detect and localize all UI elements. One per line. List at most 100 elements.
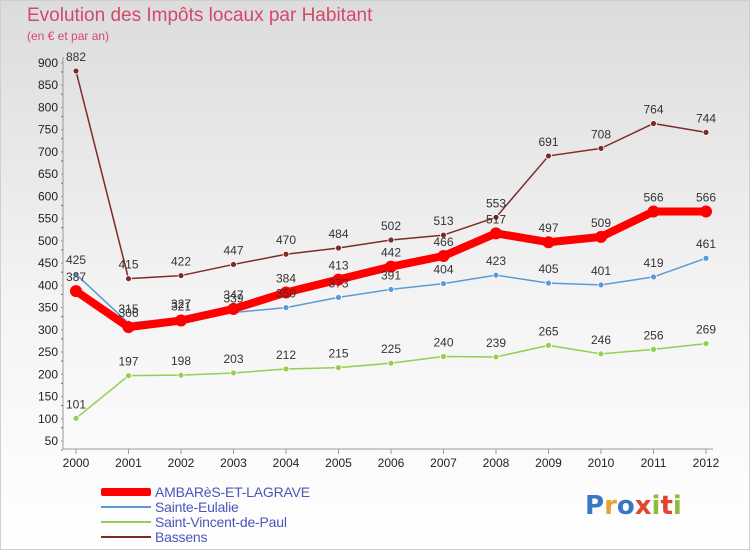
- y-tick-label: 500: [38, 234, 58, 248]
- legend-label: AMBARèS-ET-LAGRAVE: [155, 484, 310, 500]
- data-point: [650, 120, 657, 127]
- data-point: [490, 227, 502, 240]
- y-tick-label: 450: [38, 256, 58, 270]
- data-label: 509: [591, 216, 611, 230]
- data-label: 423: [486, 254, 506, 268]
- data-label: 339: [223, 291, 243, 305]
- data-point: [597, 144, 605, 152]
- chart-title: Evolution des Impôts locaux par Habitant: [27, 5, 373, 26]
- data-label: 422: [171, 255, 191, 269]
- data-point: [282, 304, 290, 311]
- data-point: [227, 302, 240, 315]
- data-label: 327: [171, 297, 191, 311]
- data-point: [72, 414, 80, 422]
- legend-label: Saint-Vincent-de-Paul: [155, 514, 287, 530]
- data-label: 212: [276, 348, 296, 362]
- data-point: [72, 270, 80, 278]
- data-label: 566: [643, 191, 663, 205]
- x-tick-label: 2004: [273, 456, 300, 470]
- proxiti-logo: Proxiti: [585, 491, 682, 521]
- data-label: 101: [66, 397, 86, 411]
- x-tick-label: 2008: [483, 456, 510, 470]
- x-tick-label: 2009: [535, 456, 562, 470]
- x-tick-label: 2007: [430, 456, 457, 470]
- data-point: [385, 260, 397, 273]
- y-tick-label: 600: [38, 189, 58, 203]
- data-label: 315: [118, 302, 138, 316]
- data-point: [230, 369, 237, 377]
- data-label: 566: [696, 191, 716, 205]
- x-tick-label: 2006: [378, 456, 405, 470]
- legend-label: Sainte-Eulalie: [155, 499, 239, 515]
- data-point: [282, 250, 290, 258]
- data-label: 466: [433, 235, 453, 249]
- data-point: [387, 359, 395, 367]
- legend-swatch: [101, 488, 151, 496]
- data-point: [70, 285, 82, 298]
- data-point: [125, 372, 132, 380]
- data-label: 387: [66, 270, 86, 284]
- data-point: [72, 67, 80, 75]
- logo-letter: i: [672, 491, 682, 521]
- data-label: 306: [118, 306, 138, 320]
- logo-letter: P: [585, 491, 605, 521]
- data-point: [650, 345, 657, 353]
- data-label: 215: [328, 347, 348, 361]
- data-point: [387, 285, 395, 293]
- data-label: 425: [66, 253, 86, 267]
- data-label: 203: [223, 352, 243, 366]
- y-tick-label: 700: [38, 145, 58, 159]
- data-point: [595, 230, 607, 243]
- y-tick-label: 300: [38, 323, 58, 337]
- data-label: 321: [171, 299, 191, 313]
- x-tick-label: 2005: [325, 456, 352, 470]
- x-tick-label: 2011: [641, 456, 667, 470]
- data-point: [335, 364, 342, 372]
- data-point: [177, 272, 185, 279]
- data-label: 401: [591, 264, 611, 278]
- data-label: 447: [223, 243, 243, 257]
- data-point: [440, 353, 447, 360]
- x-tick-label: 2000: [63, 456, 90, 470]
- data-label: 764: [643, 102, 663, 116]
- data-point: [177, 371, 185, 379]
- data-point: [700, 205, 712, 218]
- data-point: [440, 231, 447, 239]
- data-point: [437, 250, 450, 263]
- data-point: [647, 205, 660, 218]
- data-label: 484: [328, 227, 348, 241]
- y-tick-label: 250: [38, 345, 58, 359]
- data-point: [335, 244, 342, 252]
- data-label: 246: [591, 333, 611, 347]
- x-tick-label: 2003: [220, 456, 247, 470]
- data-point: [492, 271, 500, 279]
- legend-label: Bassens: [155, 529, 208, 545]
- y-tick-label: 50: [45, 434, 59, 448]
- data-label: 198: [171, 354, 191, 368]
- data-label: 239: [486, 336, 506, 350]
- x-tick-label: 2001: [115, 456, 142, 470]
- data-label: 419: [643, 256, 663, 270]
- data-label: 502: [381, 219, 401, 233]
- data-label: 708: [591, 127, 611, 141]
- y-tick-label: 650: [38, 167, 58, 181]
- y-tick-label: 750: [38, 123, 58, 137]
- data-point: [702, 128, 710, 136]
- legend-swatch: [101, 506, 151, 508]
- data-point: [387, 236, 395, 244]
- data-point: [597, 350, 605, 358]
- data-label: 517: [486, 212, 506, 226]
- data-label: 553: [486, 196, 506, 210]
- data-point: [440, 280, 447, 287]
- y-tick-label: 150: [38, 390, 58, 404]
- data-label: 225: [381, 342, 401, 356]
- data-point: [125, 275, 132, 283]
- data-point: [545, 341, 552, 349]
- data-point: [282, 365, 290, 373]
- data-label: 882: [66, 50, 86, 64]
- x-tick-label: 2012: [693, 456, 720, 470]
- y-tick-label: 800: [38, 100, 58, 114]
- data-point: [175, 314, 187, 327]
- data-point: [597, 281, 605, 289]
